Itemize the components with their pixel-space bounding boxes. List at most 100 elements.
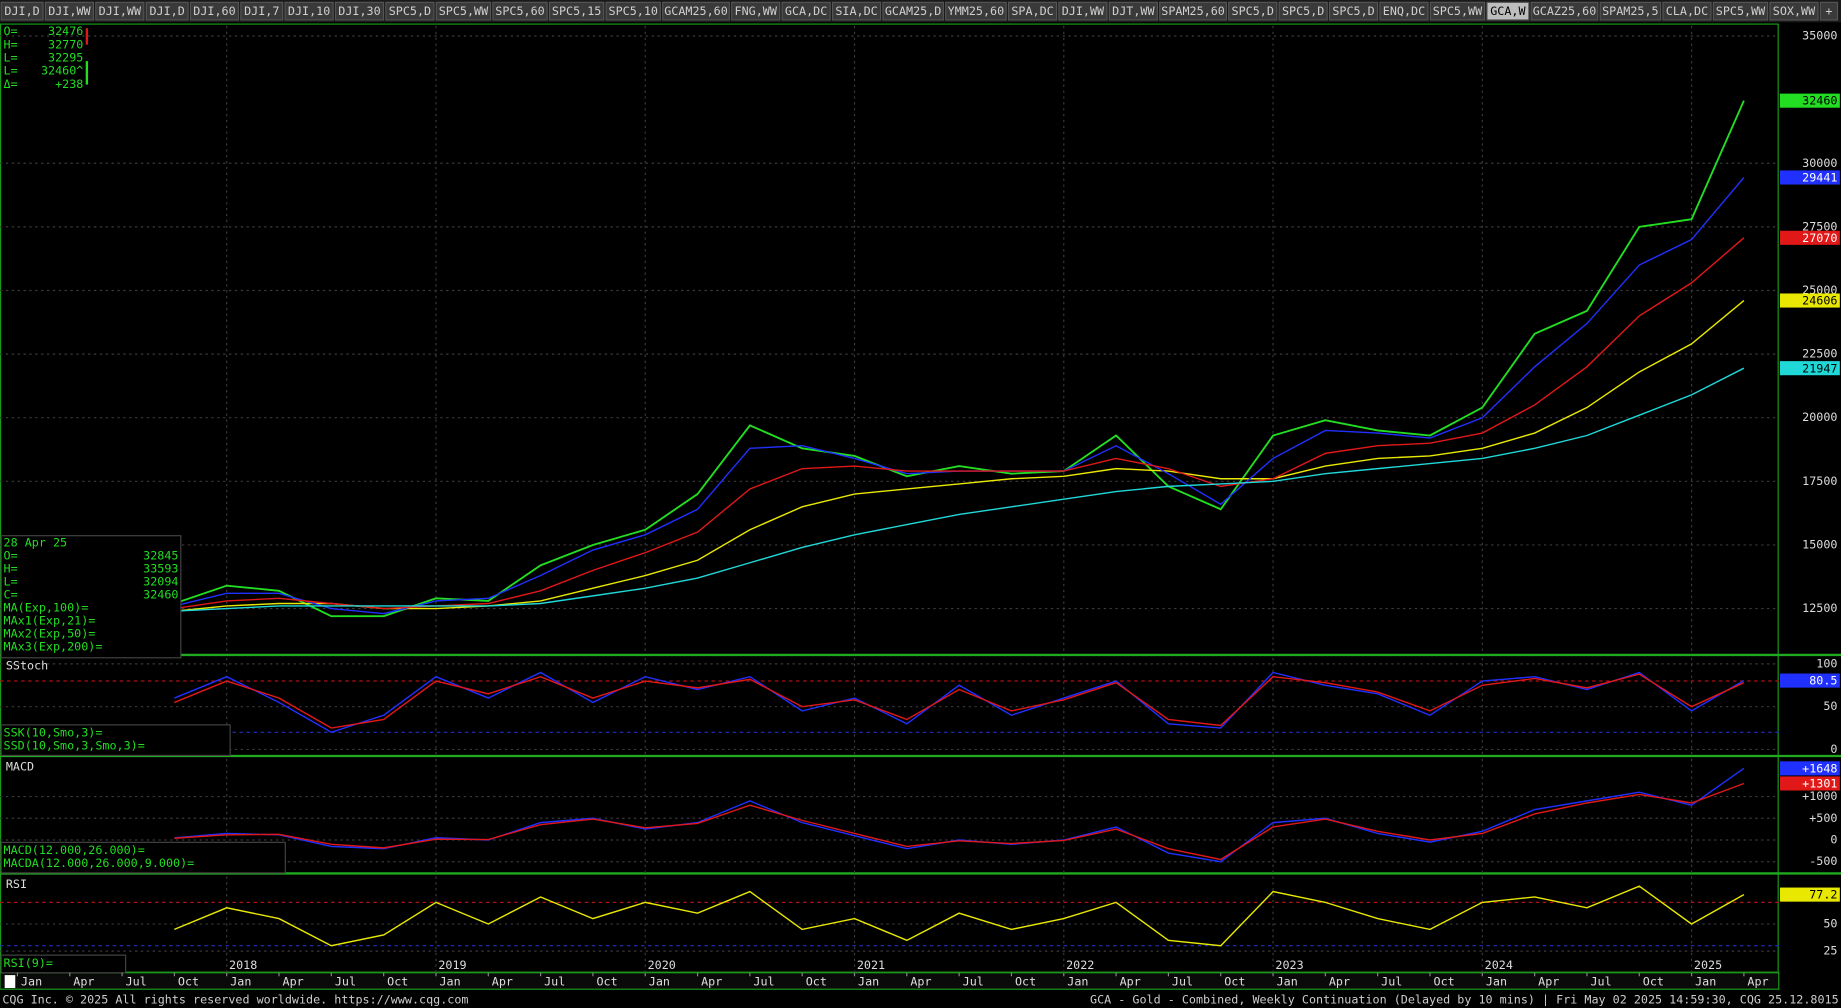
tab[interactable] [1769,1,1819,21]
tab-label[interactable]: YMM25,60 [948,4,1005,18]
tab-label[interactable]: DJT,WW [1112,4,1155,18]
y-tick-label: 25 [1823,944,1837,958]
tab[interactable] [1159,1,1227,21]
last-value-label: +1648 [1802,761,1837,775]
y-tick-label: 15000 [1802,537,1837,551]
tab[interactable] [492,1,548,21]
tab[interactable] [605,1,661,21]
tab[interactable] [1662,1,1712,21]
tab[interactable] [1108,1,1158,21]
tab[interactable] [1486,1,1530,21]
last-value-tag [1779,170,1840,185]
x-tick-label: Oct [1643,975,1664,989]
last-value-label: 80.5 [1809,674,1837,688]
legend-box [0,535,182,659]
tab-label[interactable]: DJI,WW [1062,4,1105,18]
quote-bar-red [85,28,89,45]
tab-label[interactable]: SPAM25,5 [1602,4,1659,18]
tab-label[interactable]: DJI,7 [244,4,279,18]
y-tick-label: 20000 [1802,410,1837,424]
tab-label[interactable]: GCAZ25,60 [1533,4,1597,18]
tab[interactable] [1379,1,1429,21]
tab[interactable] [781,1,831,21]
tab-label[interactable]: GCAM25,60 [664,4,728,18]
tab[interactable] [95,1,145,21]
tab[interactable] [284,1,334,21]
tab-label[interactable]: SOX,WW [1773,4,1816,18]
scroll-handle[interactable] [4,975,16,989]
x-tick-label: Jul [753,975,774,989]
series-line [174,299,1745,612]
tab-label[interactable]: SPC5,15 [552,4,601,18]
tab-label[interactable]: CLA,DC [1666,4,1708,18]
tab[interactable] [0,1,44,21]
legend-entry: MA(Exp,100)= [4,600,89,614]
year-label: 2018 [229,958,257,972]
tab-label[interactable]: SPC5,10 [609,4,658,18]
tab-label[interactable]: GCA,W [1490,4,1526,18]
legend-entry: MACD(12.000,26.000)= [4,843,145,857]
y-tick-label: 100 [1816,656,1837,670]
readout-label: L= [4,574,18,588]
tab[interactable] [1278,1,1328,21]
tab-label[interactable]: DJI,10 [288,4,330,18]
y-tick-label: +500 [1809,811,1837,825]
tab[interactable] [240,1,284,21]
tab[interactable] [435,1,492,21]
tab-label[interactable]: FNG,WW [735,4,778,18]
tab[interactable] [334,1,385,21]
tab[interactable] [731,1,781,21]
tab-label[interactable]: SPC5,D [1232,4,1274,18]
tab-label[interactable]: DJI,30 [338,4,380,18]
tab[interactable] [1328,1,1379,21]
tab[interactable] [44,1,95,21]
tab-label[interactable]: SIA,DC [835,4,877,18]
tab-label[interactable]: SPA,DC [1011,4,1053,18]
tab-label[interactable]: SPC5,WW [439,4,489,18]
x-tick-label: Jul [126,975,147,989]
tab-label[interactable]: DJI,WW [48,4,91,18]
tab-label[interactable]: GCA,DC [785,4,827,18]
x-tick-label: Apr [1538,975,1559,989]
y-tick-label: 27500 [1802,219,1837,233]
tab[interactable] [1058,1,1108,21]
tab-label[interactable]: GCAM25,D [885,4,942,18]
tab[interactable] [385,1,435,21]
tab[interactable] [945,1,1007,21]
tab[interactable] [1429,1,1486,21]
tab-label[interactable]: DJI,D [4,4,39,18]
tab-label[interactable]: ENQ,DC [1383,4,1425,18]
tab[interactable] [831,1,882,21]
last-value-label: 27070 [1802,231,1837,245]
tab[interactable] [882,1,944,21]
legend-entry: SSD(10,Smo,3,Smo,3)= [4,739,145,753]
tab-label[interactable]: SPC5,60 [495,4,544,18]
tab-label[interactable]: DJI,D [149,4,184,18]
tab-label[interactable]: SPAM25,60 [1161,4,1225,18]
tab-label[interactable]: SPC5,D [1282,4,1324,18]
tab[interactable] [145,1,189,21]
tab[interactable] [1712,1,1769,21]
tab-label[interactable]: SPC5,WW [1433,4,1483,18]
tab-label[interactable]: SPC5,WW [1716,4,1766,18]
tab[interactable] [548,1,605,21]
tab-label[interactable]: DJI,WW [99,4,142,18]
tab-label[interactable]: DJI,60 [193,4,235,18]
tab[interactable] [662,1,730,21]
tab[interactable] [1599,1,1662,21]
quote-bar-green [85,61,89,85]
last-value-tag [1779,230,1840,245]
tab[interactable] [1819,1,1839,21]
x-tick-label: Jan [230,975,251,989]
tab[interactable] [189,1,240,21]
tab-label[interactable]: + [1825,4,1832,18]
tab[interactable] [1007,1,1058,21]
tab[interactable] [1530,1,1599,21]
tab-label[interactable]: SPC5,D [1332,4,1374,18]
quote-label: O= [4,24,18,38]
x-tick-label: Jul [1172,975,1193,989]
tab[interactable] [1228,1,1278,21]
series-line [174,673,1745,729]
x-tick-label: Jan [649,975,670,989]
tab-label[interactable]: SPC5,D [389,4,431,18]
